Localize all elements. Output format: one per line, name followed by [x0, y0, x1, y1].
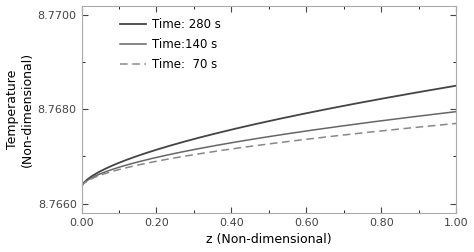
Time:  70 s: (1, 8.77): 70 s: (1, 8.77): [453, 122, 459, 125]
Y-axis label: Temperature
(Non-dimensional): Temperature (Non-dimensional): [6, 52, 34, 167]
Time:  70 s: (0.541, 8.77): 70 s: (0.541, 8.77): [282, 140, 287, 143]
Time:  70 s: (0.976, 8.77): 70 s: (0.976, 8.77): [444, 123, 450, 126]
Time:140 s: [259, 136, 264, 139]
Time: 280 s: (0.595, 8.77): 280 s: (0.595, 8.77): [301, 112, 307, 115]
Line: Time:  70 s: Time: 70 s: [82, 123, 456, 187]
Time:  70 s: (0.481, 8.77): 70 s: (0.481, 8.77): [259, 143, 264, 146]
Time:140 s: [282, 133, 287, 136]
Time:140 s: [444, 111, 450, 114]
Time:140 s: [79, 185, 84, 188]
Time:  70 s: (0.595, 8.77): 70 s: (0.595, 8.77): [301, 138, 307, 141]
Time:  70 s: (0.82, 8.77): 70 s: (0.82, 8.77): [386, 129, 392, 132]
Time: 280 s: (0.82, 8.77): 280 s: (0.82, 8.77): [386, 96, 392, 99]
Time: 280 s: (0, 8.77): 280 s: (0, 8.77): [79, 185, 84, 188]
Time:140 s: [453, 110, 459, 113]
X-axis label: z (Non-dimensional): z (Non-dimensional): [206, 233, 332, 246]
Time: 280 s: (0.541, 8.77): 280 s: (0.541, 8.77): [282, 116, 287, 119]
Time:140 s: [386, 118, 392, 121]
Time: 280 s: (0.976, 8.77): 280 s: (0.976, 8.77): [444, 86, 450, 89]
Time:  70 s: (0.475, 8.77): 70 s: (0.475, 8.77): [256, 144, 262, 147]
Line: Time:140 s: Time:140 s: [82, 112, 456, 187]
Time: 280 s: (0.475, 8.77): 280 s: (0.475, 8.77): [256, 122, 262, 125]
Line: Time: 280 s: Time: 280 s: [82, 86, 456, 187]
Time: 280 s: (0.481, 8.77): 280 s: (0.481, 8.77): [259, 121, 264, 124]
Time: 280 s: (1, 8.77): 280 s: (1, 8.77): [453, 84, 459, 87]
Time:140 s: [301, 130, 307, 133]
Legend: Time: 280 s, Time:140 s, Time:  70 s: Time: 280 s, Time:140 s, Time: 70 s: [118, 16, 223, 74]
Time:  70 s: (0, 8.77): 70 s: (0, 8.77): [79, 185, 84, 188]
Time:140 s: [256, 137, 262, 140]
